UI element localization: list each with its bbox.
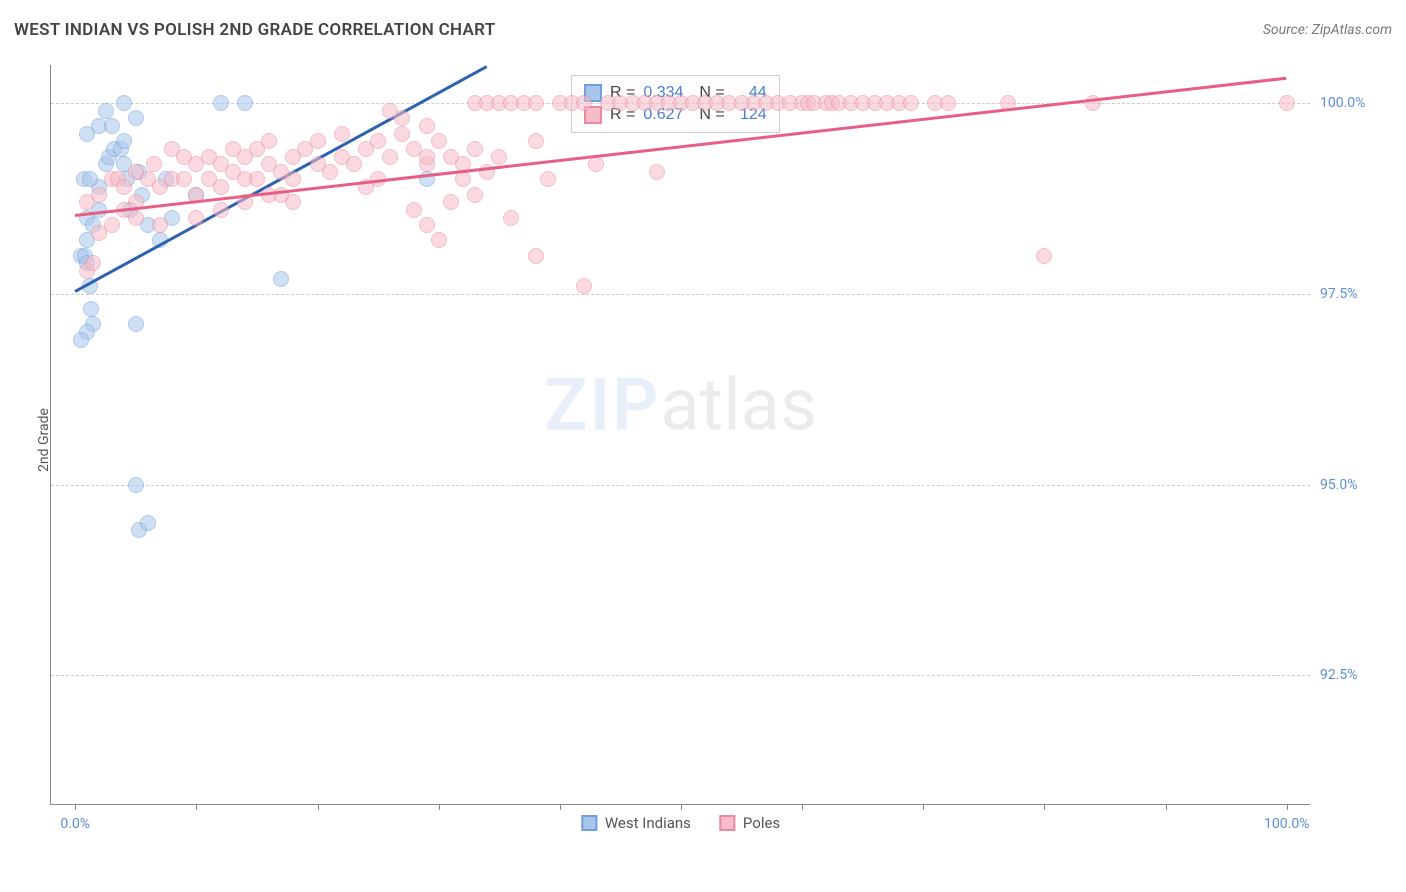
watermark-atlas: atlas <box>660 362 817 447</box>
data-point <box>91 187 107 203</box>
data-point <box>128 477 144 493</box>
data-point <box>285 171 301 187</box>
data-point <box>419 118 435 134</box>
data-point <box>85 255 101 271</box>
data-point <box>237 95 253 111</box>
data-point <box>188 210 204 226</box>
gridline <box>51 485 1310 486</box>
y-tick-label: 95.0% <box>1320 477 1380 493</box>
y-tick-label: 100.0% <box>1320 95 1380 111</box>
data-point <box>176 171 192 187</box>
data-point <box>261 133 277 149</box>
x-tick <box>1044 804 1045 810</box>
data-point <box>322 164 338 180</box>
data-point <box>419 217 435 233</box>
data-point <box>455 171 471 187</box>
data-point <box>503 210 519 226</box>
data-point <box>128 110 144 126</box>
data-point <box>146 156 162 172</box>
data-point <box>73 332 89 348</box>
data-point <box>116 179 132 195</box>
data-point <box>334 126 350 142</box>
data-point <box>116 133 132 149</box>
x-tick <box>196 804 197 810</box>
chart-area: 2nd Grade ZIPatlas R =0.334N =44R =0.627… <box>50 55 1390 825</box>
x-tick-label: 0.0% <box>60 816 90 832</box>
data-point <box>431 232 447 248</box>
data-point <box>576 95 592 111</box>
data-point <box>467 187 483 203</box>
legend-label: Poles <box>743 814 780 832</box>
chart-header: WEST INDIAN VS POLISH 2ND GRADE CORRELAT… <box>14 20 1392 40</box>
data-point <box>249 171 265 187</box>
data-point <box>116 95 132 111</box>
data-point <box>310 133 326 149</box>
data-point <box>528 133 544 149</box>
x-tick <box>1166 804 1167 810</box>
data-point <box>213 202 229 218</box>
x-tick-label: 100.0% <box>1264 816 1309 832</box>
data-point <box>406 202 422 218</box>
data-point <box>370 133 386 149</box>
data-point <box>903 95 919 111</box>
data-point <box>528 95 544 111</box>
y-tick-label: 97.5% <box>1320 286 1380 302</box>
data-point <box>540 171 556 187</box>
data-point <box>346 156 362 172</box>
data-point <box>82 171 98 187</box>
x-tick <box>1287 804 1288 810</box>
data-point <box>443 194 459 210</box>
data-point <box>140 515 156 531</box>
gridline <box>51 675 1310 676</box>
x-tick <box>802 804 803 810</box>
x-tick <box>439 804 440 810</box>
data-point <box>419 149 435 165</box>
gridline <box>51 294 1310 295</box>
data-point <box>1279 95 1295 111</box>
x-tick <box>75 804 76 810</box>
data-point <box>382 149 398 165</box>
legend-swatch <box>719 815 735 831</box>
data-point <box>213 179 229 195</box>
x-tick <box>560 804 561 810</box>
x-tick <box>923 804 924 810</box>
data-point <box>273 271 289 287</box>
data-point <box>940 95 956 111</box>
data-point <box>128 316 144 332</box>
data-point <box>98 103 114 119</box>
data-point <box>528 248 544 264</box>
data-point <box>649 164 665 180</box>
data-point <box>1036 248 1052 264</box>
data-point <box>467 141 483 157</box>
data-point <box>576 278 592 294</box>
data-point <box>152 217 168 233</box>
y-tick-label: 92.5% <box>1320 667 1380 683</box>
legend-swatch <box>581 815 597 831</box>
data-point <box>83 301 99 317</box>
data-point <box>91 225 107 241</box>
legend-item: Poles <box>719 814 780 832</box>
watermark: ZIPatlas <box>544 362 817 447</box>
data-point <box>213 95 229 111</box>
plot-area: ZIPatlas R =0.334N =44R =0.627N =124 Wes… <box>50 65 1310 805</box>
x-tick <box>681 804 682 810</box>
legend: West Indians Poles <box>581 814 780 832</box>
watermark-zip: ZIP <box>544 362 660 447</box>
chart-title: WEST INDIAN VS POLISH 2ND GRADE CORRELAT… <box>14 20 495 40</box>
x-tick <box>318 804 319 810</box>
legend-label: West Indians <box>605 814 691 832</box>
data-point <box>104 118 120 134</box>
data-point <box>431 133 447 149</box>
legend-item: West Indians <box>581 814 691 832</box>
data-point <box>588 156 604 172</box>
data-point <box>491 149 507 165</box>
data-point <box>394 126 410 142</box>
source-label: Source: ZipAtlas.com <box>1263 22 1392 38</box>
data-point <box>382 103 398 119</box>
